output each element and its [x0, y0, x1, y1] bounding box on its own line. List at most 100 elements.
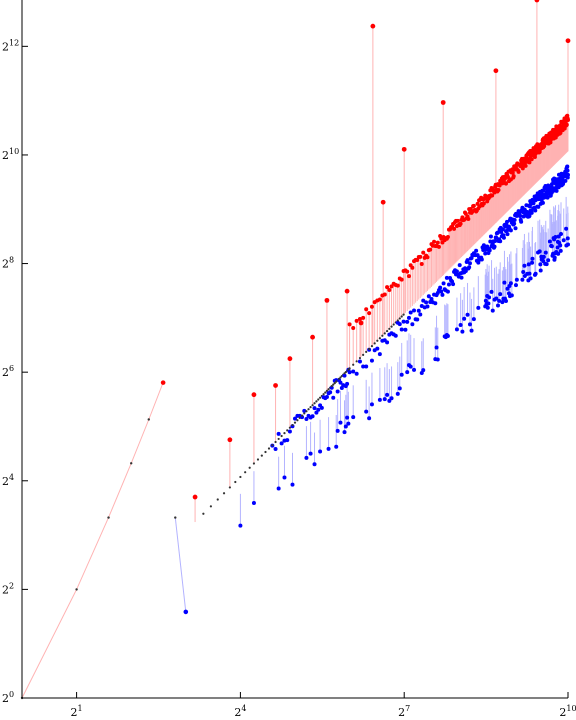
red-band-point — [511, 174, 516, 179]
blue-low-point — [312, 462, 317, 467]
data-points — [20, 0, 571, 700]
red-band-point — [357, 316, 362, 321]
diagonal-point — [271, 444, 274, 447]
x-tick-label: 21 — [71, 704, 83, 719]
blue-band-point — [401, 319, 406, 324]
blue-low-point — [553, 235, 558, 240]
blue-low-point — [494, 296, 499, 301]
red-band-point — [520, 166, 525, 171]
blue-band-point — [463, 269, 468, 274]
blue-band-point — [508, 228, 513, 233]
blue-band-point — [335, 389, 340, 394]
blue-band-point — [314, 410, 319, 415]
blue-low-point — [454, 327, 459, 332]
red-band-point — [455, 218, 460, 223]
blue-low-point — [399, 372, 404, 377]
blue-band-point — [451, 282, 456, 287]
blue-band-point — [512, 218, 517, 223]
red-marker-point — [565, 38, 571, 44]
blue-low-point — [486, 301, 491, 306]
blue-band-point — [474, 248, 479, 253]
blue-band-point — [483, 251, 488, 256]
blue-band-point — [440, 292, 445, 297]
blue-low-point — [282, 475, 287, 480]
blue-low-point — [304, 455, 309, 460]
blue-band-point — [347, 370, 352, 375]
diagonal-point — [330, 385, 333, 388]
blue-band-point — [504, 219, 509, 224]
red-band-point — [458, 221, 463, 226]
diagonal-point — [277, 437, 280, 441]
blue-band-point — [279, 441, 284, 446]
red-band-point — [510, 170, 515, 175]
blue-band-point — [540, 200, 545, 205]
blue-band-point — [418, 312, 423, 317]
blue-band-point — [285, 438, 290, 443]
blue-band-point — [399, 327, 404, 332]
diagonal-point — [286, 429, 289, 432]
diagonal-point — [376, 339, 379, 342]
blue-low-point — [544, 262, 549, 267]
blue-band-point — [421, 298, 426, 303]
diagonal-point — [340, 374, 343, 378]
x-tick-label: 210 — [559, 704, 576, 719]
diagonal-point — [370, 345, 374, 348]
diagonal-point — [322, 393, 325, 396]
blue-band-point — [273, 446, 278, 451]
diagonal-point — [305, 410, 308, 413]
blue-band-point — [397, 322, 402, 327]
blue-low-point — [556, 251, 561, 256]
blue-band-point — [495, 230, 500, 235]
diagonal-point — [324, 391, 327, 394]
blue-low-point — [434, 345, 439, 350]
blue-low-point — [528, 276, 533, 281]
main-curve-point — [160, 380, 166, 385]
diagonal-point — [283, 432, 286, 435]
red-band-point — [452, 226, 457, 231]
blue-low-point — [500, 300, 505, 305]
blue-low-point — [541, 254, 546, 259]
blue-low-point — [487, 295, 492, 300]
red-marker-point — [534, 0, 540, 3]
blue-band-point — [536, 204, 541, 209]
blue-band-point — [500, 227, 505, 232]
diagonal-point — [202, 512, 205, 515]
blue-low-point — [276, 486, 281, 491]
diagonal-point — [365, 350, 368, 353]
diagonal-point — [291, 424, 294, 427]
blue-band-point — [521, 214, 526, 219]
blue-low-point — [489, 289, 494, 294]
blue-low-point — [485, 305, 490, 310]
blue-low-point — [465, 312, 470, 317]
y-tick-label: 212 — [2, 38, 19, 53]
blue-low-point — [527, 271, 532, 276]
red-marker-point — [192, 494, 198, 500]
diagonal-point — [239, 475, 242, 479]
blue-low-point — [469, 328, 474, 333]
y-tick-label: 24 — [2, 473, 14, 488]
diagonal-point — [355, 360, 358, 363]
diagonal-point — [296, 419, 299, 422]
red-band-point — [351, 325, 356, 330]
diagonal-point — [333, 382, 336, 385]
red-marker-point — [440, 100, 446, 105]
blue-low-point — [385, 392, 390, 397]
diagonal-point — [368, 347, 371, 351]
red-band-point — [361, 315, 366, 320]
red-band-point — [369, 304, 374, 309]
diagonal-point — [388, 327, 391, 330]
blue-low-point — [382, 397, 387, 402]
blue-low-point — [335, 428, 340, 433]
diagonal-point — [216, 498, 219, 501]
blue-low-point — [533, 271, 538, 276]
blue-low-point — [405, 370, 410, 375]
blue-band-point — [312, 406, 317, 411]
blue-band-point — [357, 359, 362, 364]
blue-band-point — [324, 395, 329, 400]
diagonal-point — [327, 388, 330, 391]
blue-low-point — [521, 269, 526, 274]
blue-low-point — [387, 398, 392, 403]
red-band-point — [471, 203, 476, 208]
blue-low-point — [490, 308, 495, 313]
red-band-point — [385, 285, 390, 290]
